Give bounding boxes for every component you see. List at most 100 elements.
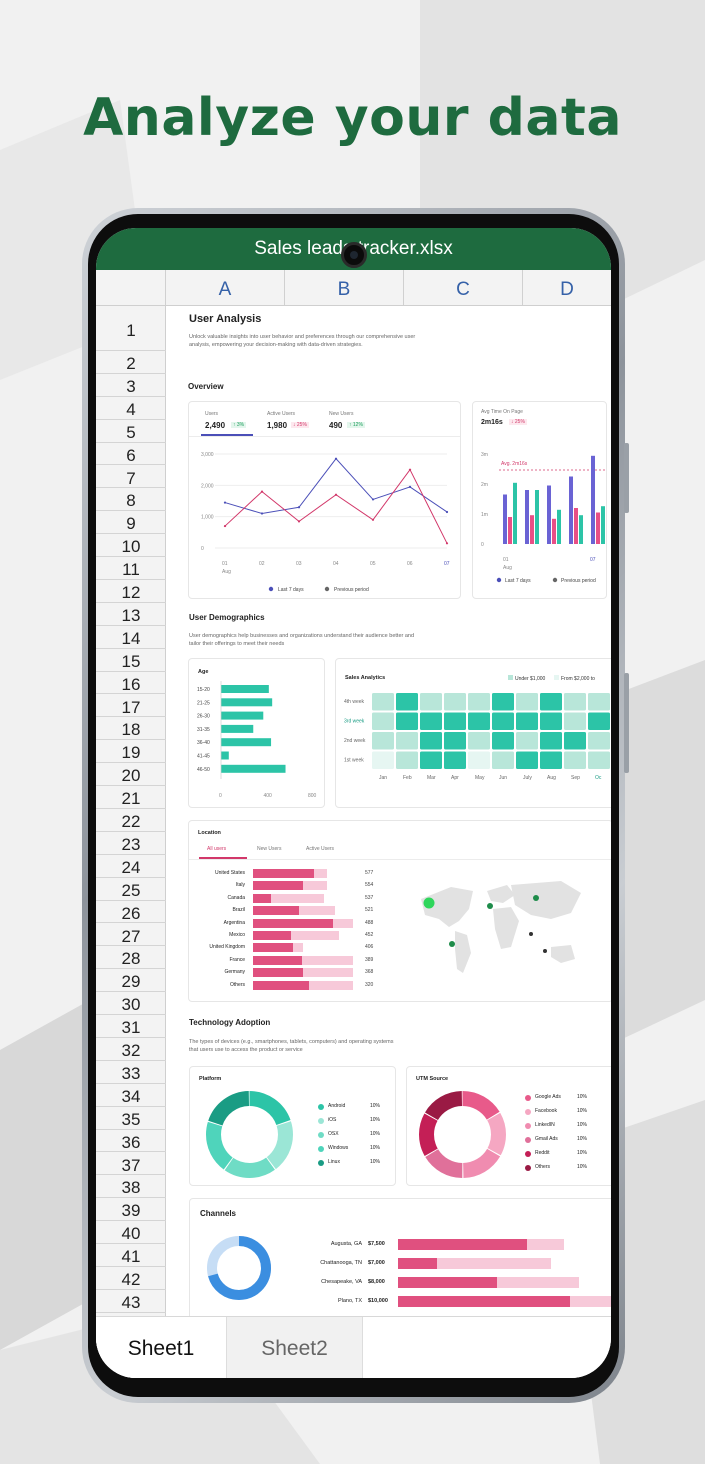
row-header[interactable]: 38	[96, 1175, 166, 1199]
location-tab-all-users[interactable]: All users	[207, 846, 227, 852]
stat-new-label: New Users	[329, 411, 354, 417]
age-bar	[221, 738, 272, 747]
row-header[interactable]: 15	[96, 649, 166, 672]
x-tick-label: 01	[222, 561, 228, 567]
row-header[interactable]: 40	[96, 1221, 166, 1245]
row-header[interactable]: 28	[96, 946, 166, 970]
legend-marker	[324, 586, 330, 592]
row-header[interactable]: 25	[96, 878, 166, 901]
row-header[interactable]: 3	[96, 374, 166, 397]
location-country: Mexico	[229, 932, 245, 938]
map-marker	[487, 903, 493, 909]
location-bar-primary	[253, 980, 309, 990]
stat-active-value: 1,980	[267, 421, 288, 430]
age-bar	[221, 764, 286, 773]
row-header[interactable]: 39	[96, 1198, 166, 1222]
row-header[interactable]: 8	[96, 488, 166, 512]
row-header[interactable]: 13	[96, 603, 166, 626]
row-header[interactable]: 41	[96, 1244, 166, 1267]
location-tab-active-users[interactable]: Active Users	[306, 846, 335, 852]
overview-line-chart: 3,000 2,000 1,000 0 01 02 03 04 05 06 07 Aug Last 7 …	[201, 452, 450, 593]
legend-label: Facebook	[535, 1108, 557, 1114]
column-header-a[interactable]: A	[166, 270, 285, 306]
avg-time-bar	[574, 508, 578, 544]
stat-users-delta: ↑ 3%	[231, 422, 247, 428]
channel-bar-primary	[398, 1277, 497, 1288]
row-header[interactable]: 12	[96, 580, 166, 603]
row-header[interactable]: 31	[96, 1015, 166, 1038]
row-header[interactable]: 11	[96, 557, 166, 580]
avg-time-bar	[552, 518, 556, 544]
heatmap-cell	[588, 751, 610, 769]
heatmap-month-label: Mar	[427, 775, 436, 781]
channel-city: Plano, TX	[337, 1298, 362, 1304]
column-header-b[interactable]: B	[285, 270, 404, 306]
row-header[interactable]: 24	[96, 855, 166, 878]
tab-sheet2[interactable]: Sheet2	[226, 1317, 363, 1378]
heatmap-month-label: May	[475, 775, 485, 781]
row-header[interactable]: 1	[96, 306, 166, 351]
row-header[interactable]: 7	[96, 466, 166, 489]
row-header[interactable]: 34	[96, 1084, 166, 1107]
channels-title: Channels	[200, 1209, 237, 1218]
row-header[interactable]: 33	[96, 1061, 166, 1084]
row-header[interactable]: 30	[96, 992, 166, 1016]
row-header[interactable]: 19	[96, 740, 166, 764]
location-country: Germany	[224, 969, 245, 976]
map-landmass	[551, 945, 575, 963]
row-header[interactable]: 22	[96, 809, 166, 832]
channel-row: Plano, TX $10,000	[290, 1296, 611, 1308]
row-header[interactable]: 16	[96, 672, 166, 695]
y-tick-label: 1,000	[201, 515, 214, 521]
select-all-corner[interactable]	[96, 270, 166, 306]
row-header[interactable]: 14	[96, 626, 166, 649]
tab-sheet1[interactable]: Sheet1	[96, 1317, 226, 1378]
row-header[interactable]: 18	[96, 717, 166, 741]
row-header[interactable]: 42	[96, 1267, 166, 1290]
channel-bar-primary	[398, 1296, 570, 1307]
row-header[interactable]: 21	[96, 786, 166, 809]
heatmap-month-label: July	[523, 775, 532, 781]
row-header[interactable]: 20	[96, 763, 166, 787]
map-landmass	[511, 881, 581, 919]
stat-users-value: 2,490	[205, 421, 226, 430]
row-header[interactable]: 9	[96, 511, 166, 535]
heatmap-cell	[396, 712, 418, 730]
row-header[interactable]: 5	[96, 420, 166, 443]
row-header[interactable]: 36	[96, 1130, 166, 1153]
row-header[interactable]: 6	[96, 443, 166, 466]
row-header[interactable]: 27	[96, 924, 166, 947]
heatmap-week-label: 2nd week	[344, 738, 366, 744]
row-header[interactable]: 23	[96, 832, 166, 855]
column-header-c[interactable]: C	[404, 270, 523, 306]
row-header[interactable]: 10	[96, 534, 166, 558]
row-header[interactable]: 26	[96, 901, 166, 924]
column-header-d[interactable]: D	[523, 270, 611, 306]
age-card: Age 15-20 21-25 26-30 31-35 36-40 41-45 46-50 0…	[188, 658, 325, 808]
location-value: 406	[365, 944, 374, 951]
stat-users-underline	[201, 434, 253, 436]
location-card: Location All users New Users Active User…	[188, 820, 611, 1002]
channel-row: Chesapeake, VA $8,000	[290, 1277, 610, 1289]
avg-reference-label: Avg. 2m16s	[501, 461, 528, 467]
row-header[interactable]: 43	[96, 1290, 166, 1313]
location-bar-secondary	[253, 893, 325, 903]
heatmap-cell	[492, 732, 514, 750]
row-header[interactable]: 17	[96, 695, 166, 718]
row-header[interactable]: 4	[96, 397, 166, 420]
platform-legend: Android 10% iOS 10% OSX 10% Windows 10% Linux 10%	[318, 1103, 388, 1178]
legend-swatch	[318, 1104, 324, 1110]
y-tick-label: 0	[201, 546, 204, 552]
row-header[interactable]: 35	[96, 1107, 166, 1130]
location-tab-new-users[interactable]: New Users	[257, 846, 282, 852]
legend-label: Previous period	[561, 578, 596, 584]
legend-label: OSX	[328, 1131, 339, 1137]
row-header[interactable]: 2	[96, 351, 166, 374]
row-header[interactable]: 37	[96, 1153, 166, 1176]
legend-value: 10%	[577, 1164, 588, 1170]
series-point	[223, 501, 227, 504]
heatmap-cell	[516, 712, 538, 730]
series-point	[408, 468, 412, 471]
row-header[interactable]: 29	[96, 969, 166, 993]
row-header[interactable]: 32	[96, 1038, 166, 1061]
